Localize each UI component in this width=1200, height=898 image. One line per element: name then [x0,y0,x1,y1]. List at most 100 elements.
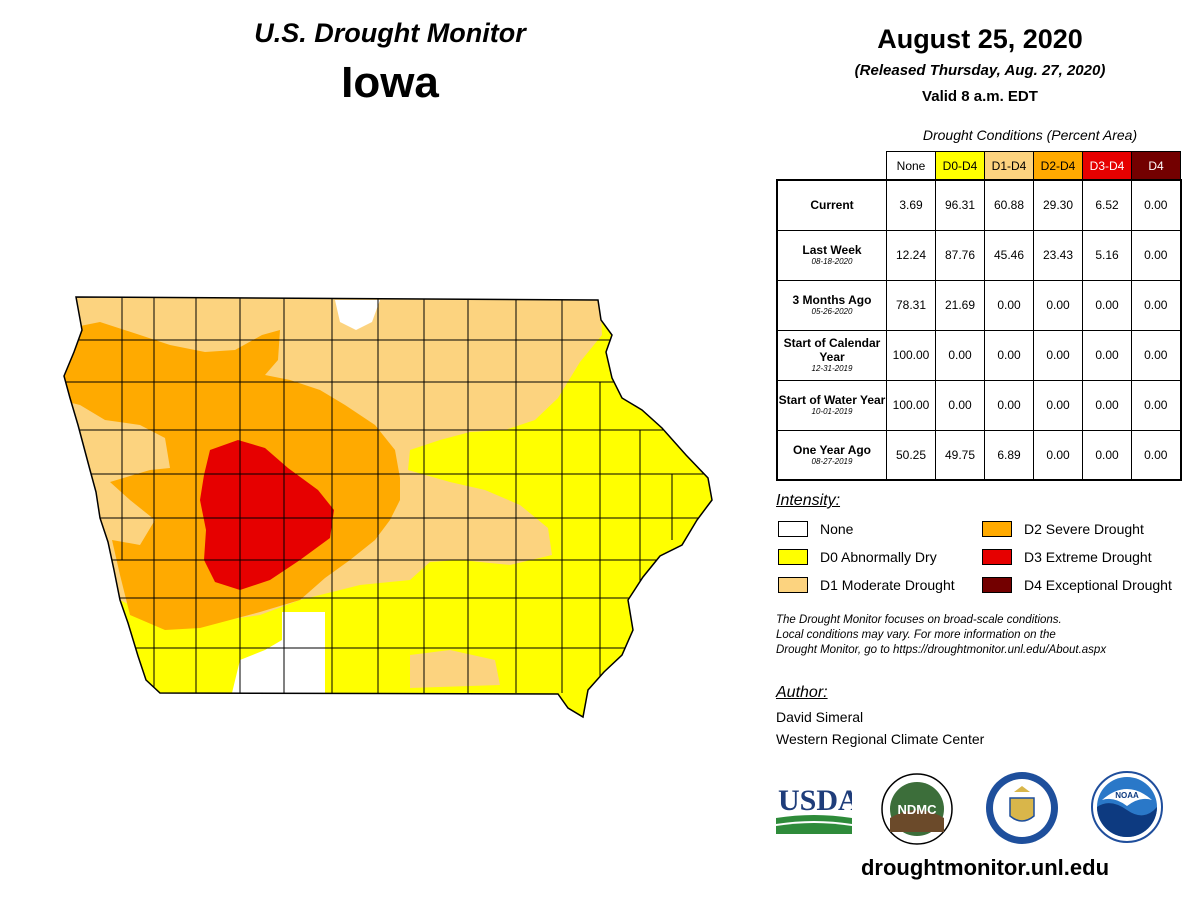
doc-seal-logo [986,772,1058,844]
table-cell: 0.00 [1033,329,1083,381]
row-date: 08-18-2020 [811,257,853,266]
table-cell: 0.00 [935,329,985,381]
col-header-d3-d4: D3-D4 [1082,151,1132,181]
table-header-row: None D0-D4 D1-D4 D2-D4 D3-D4 D4 [777,151,1181,181]
table-cell: 0.00 [1131,179,1181,231]
table-cell: 87.76 [935,229,985,281]
legend-swatch-d1 [778,577,808,593]
table-cell: 12.24 [886,229,936,281]
legend-label-d3: D3 Extreme Drought [1024,549,1152,565]
row-label-text: Start of Water Year [778,393,886,407]
row-label-text: 3 Months Ago [792,293,872,307]
table-cell: 0.00 [1131,379,1181,431]
table-cell: 6.89 [984,429,1034,481]
release-date: (Released Thursday, Aug. 27, 2020) [854,62,1106,79]
row-label-text: Current [810,198,854,213]
table-cell: 0.00 [1082,429,1132,481]
table-cell: 78.31 [886,279,936,331]
table-cell: 45.46 [984,229,1034,281]
table-cell: 6.52 [1082,179,1132,231]
row-date: 10-01-2019 [811,407,853,416]
table-row: One Year Ago 08-27-2019 50.25 49.75 6.89 0.00… [776,429,1181,481]
usda-logo: USDA [776,784,852,834]
iowa-outline [63,296,713,719]
table-cell: 50.25 [886,429,936,481]
noaa-logo: NOAA [1091,771,1163,843]
legend-swatch-d3 [982,549,1012,565]
county-boundaries [64,297,710,693]
none-area-south [232,612,325,693]
row-label: One Year Ago 08-27-2019 [776,429,887,481]
legend-swatch-d2 [982,521,1012,537]
col-header-d4: D4 [1131,151,1181,181]
table-cell: 21.69 [935,279,985,331]
noaa-logo-text: NOAA [1115,791,1139,800]
row-date: 08-27-2019 [811,456,853,466]
table-cell: 60.88 [984,179,1034,231]
note-line-1: The Drought Monitor focuses on broad-sca… [776,614,1062,626]
table-cell: 0.00 [1131,429,1181,481]
row-label-text: One Year Ago [792,442,872,457]
table-cell: 3.69 [886,179,936,231]
row-label: Start of Water Year 10-01-2019 [776,379,887,431]
table-cell: 0.00 [1082,279,1132,331]
legend-swatch-d4 [982,577,1012,593]
table-row: 3 Months Ago 05-26-2020 78.31 21.69 0.00 0.00… [776,279,1181,331]
note-line-3: Drought Monitor, go to https://droughtmo… [776,644,1107,656]
drought-areas [64,297,712,717]
author-heading: Author: [776,684,828,701]
table-cell: 49.75 [935,429,985,481]
legend-label-d4: D4 Exceptional Drought [1024,577,1172,593]
col-header-none: None [886,151,936,181]
row-label: 3 Months Ago 05-26-2020 [776,279,887,331]
state-name: Iowa [341,58,439,107]
table-cell: 29.30 [1033,179,1083,231]
table-cell: 23.43 [1033,229,1083,281]
legend-heading: Intensity: [776,492,841,509]
table-row: Start of Water Year 10-01-2019 100.00 0.00 0… [776,379,1181,431]
table-cell: 0.00 [984,379,1034,431]
legend-label-d0: D0 Abnormally Dry [820,549,937,565]
table-cell: 0.00 [1033,379,1083,431]
table-cell: 0.00 [984,329,1034,381]
usda-logo-text: USDA [778,784,852,817]
table-cell: 0.00 [1082,379,1132,431]
table-caption: Drought Conditions (Percent Area) [922,127,1138,143]
table-cell: 100.00 [886,379,936,431]
table-row: Last Week 08-18-2020 12.24 87.76 45.46 23.43 5… [776,229,1181,281]
row-label: Last Week 08-18-2020 [776,229,887,281]
legend-item-d2: D2 Severe Drought [982,520,1144,538]
table-cell: 0.00 [1033,429,1083,481]
table-cell: 96.31 [935,179,985,231]
website-footer: droughtmonitor.unl.edu [860,855,1110,880]
table-cell: 0.00 [935,379,985,431]
legend-item-d3: D3 Extreme Drought [982,548,1152,566]
table-cell: 0.00 [1131,229,1181,281]
row-label: Start of Calendar Year 12-31-2019 [776,329,887,381]
legend-label-none: None [820,521,854,537]
none-area-north [335,300,380,330]
author-organization: Western Regional Climate Center [776,731,985,747]
table-cell: 0.00 [984,279,1034,331]
row-date: 05-26-2020 [811,307,853,316]
col-header-d0-d4: D0-D4 [935,151,985,181]
disclaimer-note: The Drought Monitor focuses on broad-sca… [776,613,1196,658]
col-header-d2-d4: D2-D4 [1033,151,1083,181]
table-row: Current 3.69 96.31 60.88 29.30 6.52 0.00 [776,179,1181,231]
drought-conditions-table: None D0-D4 D1-D4 D2-D4 D3-D4 D4 Current 3… [776,151,1182,481]
legend-swatch-none [778,521,808,537]
valid-time: Valid 8 a.m. EDT [922,88,1038,105]
table-row: Start of Calendar Year 12-31-2019 100.00 0.… [776,329,1181,381]
legend-swatch-d0 [778,549,808,565]
legend-item-d4: D4 Exceptional Drought [982,576,1172,594]
header-blank-cell [777,152,887,181]
iowa-drought-map [63,296,713,719]
legend-item-d0: D0 Abnormally Dry [778,548,937,566]
row-label: Current [776,179,887,231]
ndmc-logo: NDMC [881,773,953,845]
table-cell: 0.00 [1131,279,1181,331]
table-cell: 0.00 [1131,329,1181,381]
table-cell: 100.00 [886,329,936,381]
d3-area [200,440,334,590]
table-cell: 0.00 [1082,329,1132,381]
